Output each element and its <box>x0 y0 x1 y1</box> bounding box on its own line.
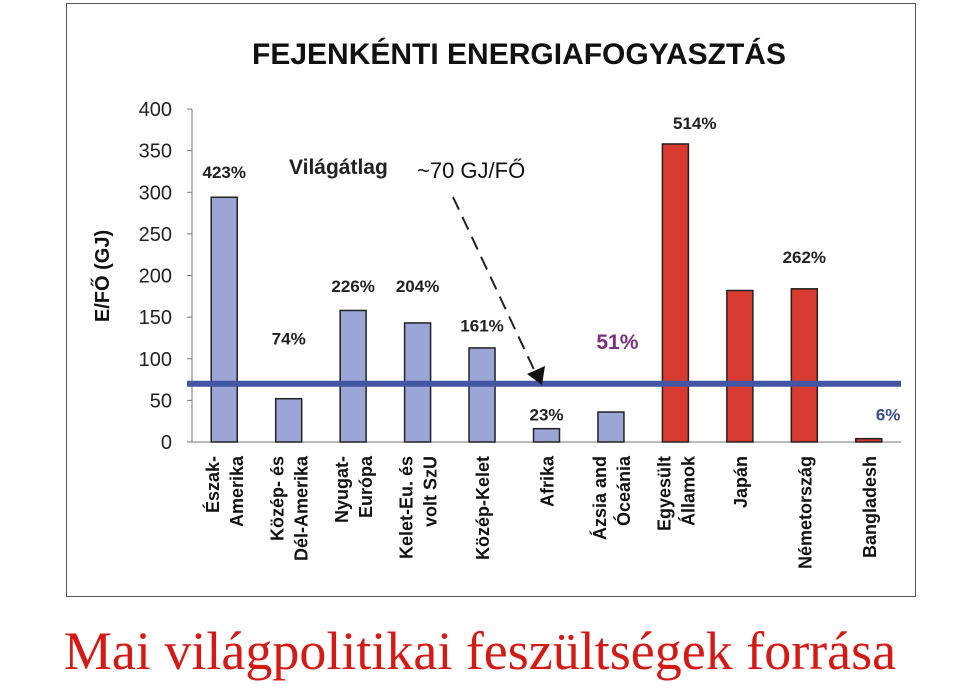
x-tick-label: Észak- <box>202 456 223 513</box>
x-tick-label: Nyugat- <box>332 456 352 523</box>
y-tick-label: 350 <box>139 141 172 163</box>
x-tick-label: Dél-Amerika <box>292 455 312 561</box>
y-tick-label: 150 <box>139 307 172 329</box>
x-axis-labels: Észak- Amerika Közép- és Dél-Amerika Nyugat-… <box>202 455 880 569</box>
y-tick-label: 400 <box>139 99 172 121</box>
x-tick-label: volt SzU <box>421 456 441 527</box>
y-tick-label: 100 <box>139 349 172 371</box>
y-tick-label: 200 <box>139 266 172 288</box>
x-tick-label: Közép- és <box>268 456 288 541</box>
percent-label: 204% <box>396 277 439 296</box>
x-tick-label: Kelet-Eu. és <box>397 456 417 559</box>
y-tick-label: 250 <box>139 224 172 246</box>
energy-chart: FEJENKÉNTI ENERGIAFOGYASZTÁS E/FŐ (GJ) 0… <box>91 37 901 569</box>
x-tick-label: Egyesült <box>654 456 674 531</box>
bar <box>532 427 561 443</box>
percent-label: 226% <box>331 277 374 296</box>
percent-label: 6% <box>876 405 901 424</box>
percent-label: 423% <box>202 163 245 182</box>
bar <box>661 143 690 443</box>
bar <box>274 397 303 443</box>
bar <box>468 347 496 443</box>
percent-label: 514% <box>673 114 716 133</box>
y-tick-label: 0 <box>161 432 172 454</box>
slide-caption: Mai világpolitikai feszültségek forrása <box>63 621 897 681</box>
bars <box>210 143 883 443</box>
x-tick-label: Államok <box>677 455 698 526</box>
chart-title: FEJENKÉNTI ENERGIAFOGYASZTÁS <box>252 37 786 71</box>
x-tick-label: Japán <box>731 456 751 508</box>
percent-label: 51% <box>596 331 638 354</box>
x-tick-label: Bangladesh <box>860 456 880 558</box>
world-average-label: Világátlag <box>289 156 388 179</box>
percent-label: 262% <box>783 248 826 267</box>
y-tick-label: 50 <box>150 390 172 412</box>
x-tick-label: Óceánia <box>613 455 634 526</box>
chart-frame: FEJENKÉNTI ENERGIAFOGYASZTÁS E/FŐ (GJ) 0… <box>66 3 916 597</box>
x-tick-label: Közép-Kelet <box>473 456 493 560</box>
y-axis-ticks: 0 50 100 150 200 250 300 350 400 <box>139 99 901 454</box>
bar <box>855 437 883 443</box>
world-average-arrow <box>452 196 538 377</box>
x-tick-label: Amerika <box>227 455 247 527</box>
x-tick-label: Afrika <box>538 455 558 507</box>
x-tick-label: Németország <box>795 456 815 569</box>
bar <box>726 289 754 443</box>
percent-labels: 423% 74% 226% 204% 161% 23% 51% 514% 262% 6% <box>202 114 900 424</box>
bar <box>597 411 625 443</box>
arrow-head <box>527 366 545 385</box>
x-tick-label: Európa <box>356 455 376 518</box>
bar <box>790 288 819 443</box>
percent-label: 74% <box>272 330 306 349</box>
percent-label: 161% <box>460 316 503 335</box>
percent-label: 23% <box>529 405 563 424</box>
y-axis-label: E/FŐ (GJ) <box>91 230 114 322</box>
y-tick-label: 300 <box>139 182 172 204</box>
bar <box>339 309 367 443</box>
x-tick-label: Ázsia and <box>589 456 610 540</box>
world-average-value: ~70 GJ/FŐ <box>417 158 525 183</box>
bar <box>210 196 238 443</box>
